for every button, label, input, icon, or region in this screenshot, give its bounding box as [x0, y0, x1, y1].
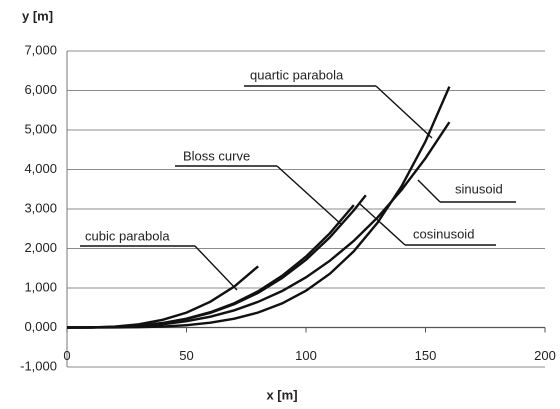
- y-tick-label: 0,000: [24, 319, 57, 334]
- leader-line: [276, 165, 343, 226]
- leader-line: [417, 179, 441, 203]
- y-tick-label: -1,000: [20, 358, 57, 373]
- x-tick-label: 0: [63, 348, 70, 363]
- y-tick-label: 4,000: [24, 161, 57, 176]
- y-tick-label: 1,000: [24, 279, 57, 294]
- series-line: [66, 204, 355, 329]
- x-tick-label: 50: [179, 348, 193, 363]
- x-tick-label: 150: [415, 348, 437, 363]
- series-label: sinusoid: [455, 181, 503, 196]
- y-tick-label: 6,000: [24, 82, 57, 97]
- series-label: quartic parabola: [250, 67, 344, 82]
- y-tick-label: 7,000: [24, 42, 57, 57]
- x-tick-label: 200: [534, 348, 556, 363]
- x-axis-label: x [m]: [266, 387, 297, 402]
- x-tick-label: 100: [295, 348, 317, 363]
- leader-line: [375, 85, 433, 139]
- series-label: cubic parabola: [85, 228, 170, 243]
- series-line: [66, 194, 367, 329]
- y-axis-label: y [m]: [22, 8, 53, 23]
- y-tick-label: 5,000: [24, 121, 57, 136]
- series-label: cosinusoid: [413, 226, 474, 241]
- series-label: Bloss curve: [183, 148, 250, 163]
- series-line: [66, 121, 451, 329]
- y-tick-label: 2,000: [24, 240, 57, 255]
- leader-line: [359, 203, 406, 246]
- y-tick-label: 3,000: [24, 200, 57, 215]
- leader-line: [194, 245, 238, 291]
